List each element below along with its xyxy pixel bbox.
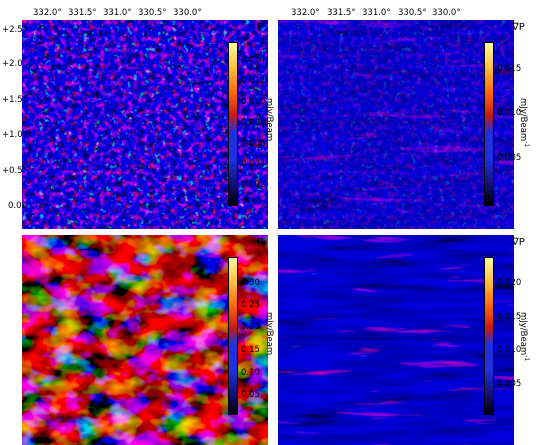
x-tick-label: 331.5°	[327, 8, 356, 18]
colorbar-tick: 0.005	[497, 379, 522, 389]
quantity-symbol: ∇P	[512, 22, 525, 33]
colorbar-tick: 0.25	[241, 300, 260, 310]
x-tick-label: 331.0°	[103, 8, 132, 18]
x-tick-label: 331.5°	[68, 8, 97, 18]
colorbar-tick: 0.005	[497, 153, 522, 163]
quantity-symbol: P	[257, 22, 264, 33]
colorbar-tick: 0.05	[241, 390, 260, 400]
colorbar-tick: 0.015	[497, 312, 522, 322]
x-tick-label: 330.0°	[432, 8, 461, 18]
colorbar-tick: 0.006	[241, 139, 266, 149]
colorbar-tick: 0.015	[497, 64, 522, 74]
colorbar-tick: 0.008	[241, 118, 266, 128]
y-tick-label: +1.0°	[2, 130, 27, 140]
y-tick-label: 0.0°	[8, 201, 26, 211]
y-tick-label: +2.0°	[2, 59, 27, 69]
x-tick-label: 330.5°	[398, 8, 427, 18]
colorbar-tick: 0.020	[497, 278, 522, 288]
polarization-gradient-map	[278, 20, 514, 229]
quantity-symbol: P	[257, 237, 264, 248]
colorbar-tick: 0.20	[241, 322, 260, 332]
colorbar-units: mJy/Beam-1	[518, 312, 530, 362]
x-tick-label: 330.5°	[138, 8, 167, 18]
quantity-symbol: ∇P	[512, 237, 525, 248]
colorbar-tick: 0.30	[241, 278, 260, 288]
x-tick-label: 332.0°	[291, 8, 320, 18]
colorbar-tick: 0.010	[497, 345, 522, 355]
y-tick-label: +1.5°	[2, 95, 27, 105]
colorbar	[228, 42, 238, 206]
x-tick-label: 330.0°	[173, 8, 202, 18]
colorbar-tick: 0.002	[241, 180, 266, 190]
colorbar-units: mJy/Beam	[264, 312, 274, 356]
colorbar-tick: 0.012	[241, 76, 266, 86]
polarized-intensity-map	[22, 20, 268, 229]
x-tick-label: 332.0°	[33, 8, 62, 18]
colorbar-tick: 0.004	[241, 159, 266, 169]
colorbar-tick: 0.010	[497, 108, 522, 118]
colorbar-units: mJy/Beam-1	[518, 98, 530, 148]
x-tick-label: 331.0°	[362, 8, 391, 18]
colorbar-tick: 0.10	[241, 368, 260, 378]
y-tick-label: +0.5°	[2, 166, 27, 176]
smoothed-gradient-map	[278, 235, 514, 445]
colorbar-tick: 0.014	[241, 55, 266, 65]
y-tick-label: +2.5°	[2, 25, 27, 35]
smoothed-intensity-map	[22, 235, 268, 445]
colorbar	[228, 257, 238, 415]
colorbar-tick: 0.15	[241, 345, 260, 355]
colorbar-units: mJy/Beam	[264, 98, 274, 142]
colorbar	[484, 257, 494, 415]
colorbar	[484, 42, 494, 206]
colorbar-tick: 0.010	[241, 97, 266, 107]
